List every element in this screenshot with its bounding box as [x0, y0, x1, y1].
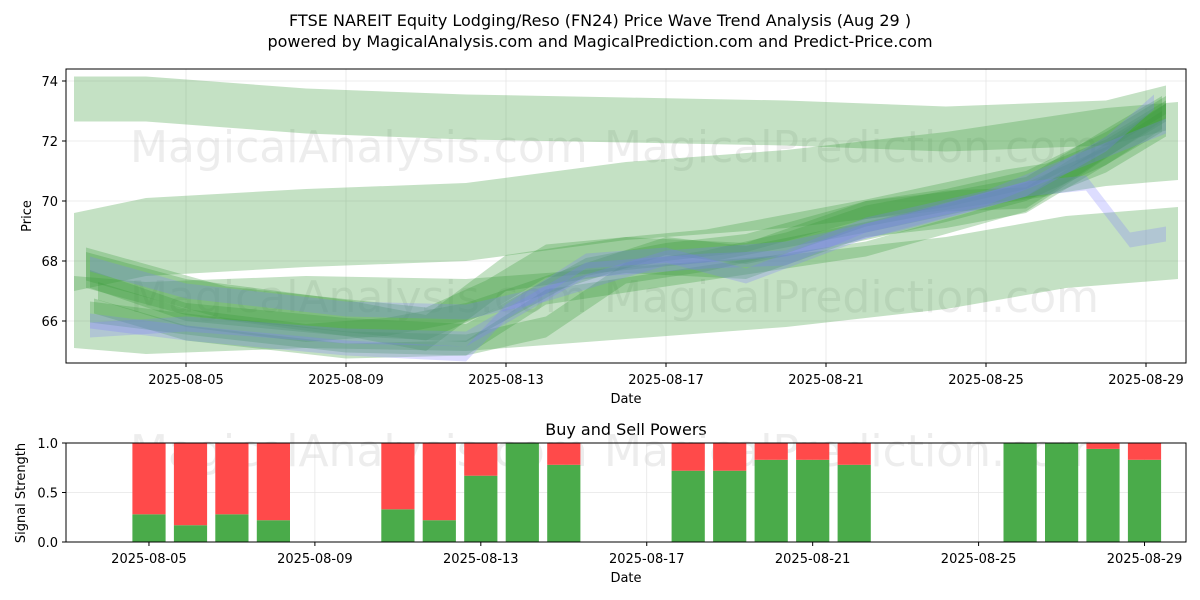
signal-y-tick-label: 0.0 — [37, 536, 58, 551]
watermark-text: MagicalAnalysis.com — [130, 122, 588, 173]
buy-bar — [1086, 448, 1120, 542]
signal-panel: Buy and Sell Powers MagicalAnalysis.comM… — [14, 420, 1187, 586]
signal-x-tick-label: 2025-08-25 — [941, 552, 1017, 567]
sell-bar — [422, 443, 456, 521]
price-x-tick-label: 2025-08-09 — [308, 373, 384, 388]
price-wave-band — [94, 103, 1166, 359]
price-y-tick-label: 66 — [41, 315, 58, 330]
price-x-tick-label: 2025-08-25 — [948, 373, 1024, 388]
price-wave-band — [90, 96, 1166, 342]
buy-bar — [422, 520, 456, 542]
signal-title: Buy and Sell Powers — [545, 420, 707, 439]
buy-bar — [215, 514, 249, 542]
price-wave-band — [86, 96, 1162, 351]
signal-x-ticks: 2025-08-05 2025-08-09 2025-08-13 2025-08-17… — [111, 542, 1182, 567]
price-x-tick-label: 2025-08-05 — [148, 373, 224, 388]
price-y-axis-label: Price — [20, 200, 35, 232]
signal-x-tick-label: 2025-08-13 — [443, 552, 519, 567]
buy-bar — [754, 459, 788, 542]
sell-bar — [1086, 443, 1120, 449]
watermark-text: MagicalPrediction.com — [604, 272, 1099, 323]
buy-bar — [1045, 443, 1079, 542]
sell-bar — [173, 443, 208, 526]
watermark-text: MagicalAnalysis.com — [130, 272, 588, 323]
price-wave-band — [74, 102, 1178, 291]
signal-y-ticks: 0.0 0.5 1.0 — [37, 437, 66, 551]
sell-bar — [256, 443, 290, 521]
buy-bar — [505, 443, 539, 542]
signal-y-tick-label: 1.0 — [37, 437, 58, 452]
price-wave-band — [74, 207, 1178, 354]
price-grid — [66, 69, 1186, 363]
signal-y-tick-label: 0.5 — [37, 487, 58, 502]
sell-bar — [1127, 443, 1162, 460]
signal-x-tick-label: 2025-08-21 — [775, 552, 851, 567]
buy-bar — [547, 464, 581, 542]
watermark-text: MagicalPrediction.com — [604, 122, 1099, 173]
signal-x-tick-label: 2025-08-29 — [1107, 552, 1183, 567]
buy-bar — [713, 470, 747, 542]
buy-bar — [256, 520, 290, 542]
sell-bar — [464, 443, 498, 476]
price-panel: MagicalAnalysis.com MagicalPrediction.com… — [20, 68, 1187, 407]
signal-x-axis-label: Date — [610, 571, 641, 586]
buy-bar — [796, 459, 830, 542]
price-y-tick-label: 68 — [41, 255, 58, 270]
price-plot-frame — [65, 68, 1187, 364]
sell-bar — [381, 443, 415, 510]
price-wave-band — [98, 111, 1162, 342]
price-y-ticks: 66 68 70 72 74 — [41, 75, 66, 330]
price-x-tick-label: 2025-08-17 — [628, 373, 704, 388]
price-wave-band — [74, 76, 1166, 152]
signal-bars — [132, 443, 1162, 542]
price-x-tick-label: 2025-08-29 — [1108, 373, 1184, 388]
price-x-axis-label: Date — [610, 392, 641, 407]
signal-x-tick-label: 2025-08-09 — [277, 552, 353, 567]
price-x-tick-label: 2025-08-13 — [468, 373, 544, 388]
price-x-tick-label: 2025-08-21 — [788, 373, 864, 388]
sell-bar — [837, 443, 871, 465]
buy-bar — [837, 464, 871, 542]
buy-bar — [671, 470, 705, 542]
price-wave-band — [90, 118, 1166, 347]
signal-x-tick-label: 2025-08-05 — [111, 552, 187, 567]
signal-x-tick-label: 2025-08-17 — [609, 552, 685, 567]
sell-bar — [215, 443, 249, 515]
sell-bar — [547, 443, 581, 465]
price-x-ticks: 2025-08-05 2025-08-09 2025-08-13 2025-08-17… — [148, 363, 1184, 388]
price-y-tick-label: 70 — [41, 195, 58, 210]
sell-bar — [671, 443, 705, 471]
sell-bar — [132, 443, 166, 515]
buy-bar — [173, 525, 208, 542]
price-y-tick-label: 72 — [41, 135, 58, 150]
price-y-tick-label: 74 — [41, 75, 58, 90]
buy-bar — [381, 509, 415, 542]
price-wave-band — [90, 94, 1154, 362]
price-watermarks: MagicalAnalysis.com MagicalPrediction.com… — [130, 122, 1099, 323]
sell-bar — [796, 443, 830, 460]
sell-bar — [754, 443, 788, 460]
chart-title: FTSE NAREIT Equity Lodging/Reso (FN24) P… — [289, 11, 911, 30]
price-wave-band — [90, 175, 1166, 320]
buy-bar — [464, 475, 498, 542]
buy-bar — [132, 514, 166, 542]
sell-bar — [713, 443, 747, 471]
price-wave-bands — [74, 76, 1178, 362]
signal-y-axis-label: Signal Strength — [14, 443, 29, 543]
buy-bar — [1127, 459, 1162, 542]
price-wave-band — [90, 100, 1166, 356]
buy-bar — [1003, 443, 1037, 542]
chart-subtitle: powered by MagicalAnalysis.com and Magic… — [267, 32, 932, 51]
